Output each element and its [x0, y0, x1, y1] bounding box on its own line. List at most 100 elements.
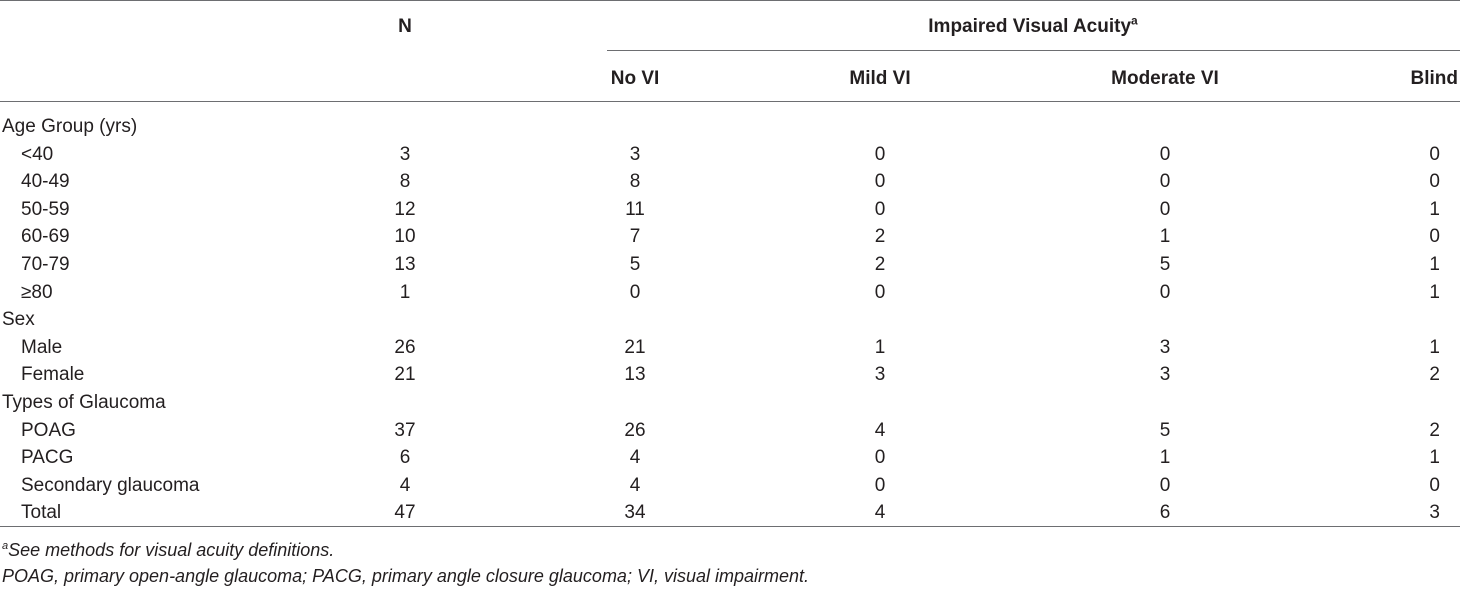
cell-no-vi: 3	[629, 143, 641, 165]
cell-n: 21	[394, 364, 416, 386]
footnote-a: aSee methods for visual acuity definitio…	[2, 540, 334, 561]
cell-blind: 1	[1429, 198, 1440, 220]
footnote-abbreviations: POAG, primary open-angle glaucoma; PACG,…	[2, 566, 810, 586]
cell-n: 1	[399, 281, 411, 303]
cell-mild-vi: 2	[874, 253, 886, 275]
row-label: Male	[21, 336, 63, 358]
cell-moderate-vi: 0	[1159, 143, 1171, 165]
row-label: 40-49	[21, 171, 70, 193]
footnote-mark: a	[2, 540, 9, 552]
cell-blind: 2	[1429, 419, 1440, 441]
cell-n: 8	[399, 171, 411, 193]
table-body: Age Group (yrs) <40 3 3 0 0 0 40-49 8 8 0 0 0 50-59 12…	[0, 113, 1460, 527]
row-label: ≥80	[21, 281, 53, 303]
table-row: Secondary glaucoma 4 4 0 0 0	[0, 472, 1460, 500]
table-bottom-rule	[0, 526, 1460, 527]
cell-no-vi: 13	[624, 364, 646, 386]
table-row: Female 21 13 3 3 2	[0, 361, 1460, 389]
table-row: Total 47 34 4 6 3	[0, 499, 1460, 527]
table-row: 70-79 13 5 2 5 1	[0, 251, 1460, 279]
group-header-text: Impaired Visual Acuity	[928, 16, 1132, 37]
column-header-mild-vi: Mild VI	[849, 68, 911, 89]
cell-n: 12	[394, 198, 416, 220]
cell-moderate-vi: 0	[1159, 198, 1171, 220]
cell-blind: 1	[1429, 253, 1440, 275]
column-group-header: Impaired Visual Acuitya	[833, 13, 1233, 38]
cell-moderate-vi: 0	[1159, 474, 1171, 496]
cell-moderate-vi: 0	[1159, 281, 1171, 303]
cell-n: 13	[394, 253, 416, 275]
cell-moderate-vi: 5	[1159, 419, 1171, 441]
cell-n: 37	[394, 419, 416, 441]
table-top-rule	[0, 0, 1460, 1]
cell-blind: 0	[1429, 143, 1440, 165]
column-header-blind: Blind	[1410, 68, 1459, 89]
row-label: POAG	[21, 419, 76, 441]
cell-n: 3	[399, 143, 411, 165]
cell-blind: 1	[1429, 281, 1440, 303]
table-row: 60-69 10 7 2 1 0	[0, 223, 1460, 251]
cell-n: 6	[399, 447, 411, 469]
section-label: Types of Glaucoma	[2, 391, 166, 413]
column-header-moderate-vi: Moderate VI	[1111, 68, 1219, 89]
header-bottom-rule	[0, 101, 1460, 102]
row-label: PACG	[21, 447, 74, 469]
cell-mild-vi: 0	[874, 171, 886, 193]
section-label: Sex	[2, 309, 35, 331]
cell-moderate-vi: 3	[1159, 336, 1171, 358]
cell-blind: 0	[1429, 171, 1440, 193]
row-label: Female	[21, 364, 85, 386]
cell-blind: 1	[1429, 447, 1440, 469]
cell-no-vi: 4	[629, 447, 641, 469]
row-label: <40	[21, 143, 54, 165]
section-header-row: Sex	[0, 306, 1460, 334]
cell-mild-vi: 1	[874, 336, 886, 358]
cell-moderate-vi: 0	[1159, 171, 1171, 193]
cell-n: 47	[394, 502, 416, 524]
cell-mild-vi: 0	[874, 474, 886, 496]
row-label: 60-69	[21, 226, 70, 248]
table-row: ≥80 1 0 0 0 1	[0, 279, 1460, 307]
section-header-row: Types of Glaucoma	[0, 389, 1460, 417]
table-row: 50-59 12 11 0 0 1	[0, 196, 1460, 224]
cell-blind: 3	[1429, 502, 1440, 524]
cell-no-vi: 0	[629, 281, 641, 303]
cell-no-vi: 7	[629, 226, 641, 248]
cell-n: 26	[394, 336, 416, 358]
column-header-no-vi: No VI	[610, 68, 660, 89]
footnote-a-text: See methods for visual acuity definition…	[8, 540, 335, 560]
cell-n: 4	[399, 474, 411, 496]
cell-blind: 2	[1429, 364, 1440, 386]
cell-moderate-vi: 1	[1159, 447, 1171, 469]
cell-no-vi: 5	[629, 253, 641, 275]
cell-no-vi: 21	[624, 336, 646, 358]
cell-mild-vi: 0	[874, 281, 886, 303]
cell-blind: 0	[1429, 474, 1440, 496]
cell-mild-vi: 3	[874, 364, 886, 386]
cell-no-vi: 11	[625, 198, 645, 220]
table-row: <40 3 3 0 0 0	[0, 141, 1460, 169]
section-header-row: Age Group (yrs)	[0, 113, 1460, 141]
row-label: 70-79	[21, 253, 70, 275]
cell-mild-vi: 0	[874, 143, 886, 165]
cell-blind: 1	[1429, 336, 1440, 358]
table-row: PACG 6 4 0 1 1	[0, 444, 1460, 472]
cell-no-vi: 26	[624, 419, 646, 441]
cell-mild-vi: 2	[874, 226, 886, 248]
table-row: 40-49 8 8 0 0 0	[0, 168, 1460, 196]
cell-blind: 0	[1429, 226, 1440, 248]
cell-no-vi: 4	[629, 474, 641, 496]
group-header-rule	[607, 50, 1460, 51]
section-label: Age Group (yrs)	[2, 116, 138, 137]
cell-no-vi: 8	[629, 171, 641, 193]
group-header-footnote-mark: a	[1131, 13, 1138, 28]
cell-mild-vi: 0	[874, 198, 886, 220]
table-row: POAG 37 26 4 5 2	[0, 417, 1460, 445]
cell-no-vi: 34	[624, 502, 646, 524]
cell-mild-vi: 4	[874, 419, 886, 441]
row-label: Total	[21, 502, 62, 524]
cell-moderate-vi: 5	[1159, 253, 1171, 275]
cell-moderate-vi: 3	[1159, 364, 1171, 386]
table-row: Male 26 21 1 3 1	[0, 334, 1460, 362]
row-label: 50-59	[21, 198, 70, 220]
